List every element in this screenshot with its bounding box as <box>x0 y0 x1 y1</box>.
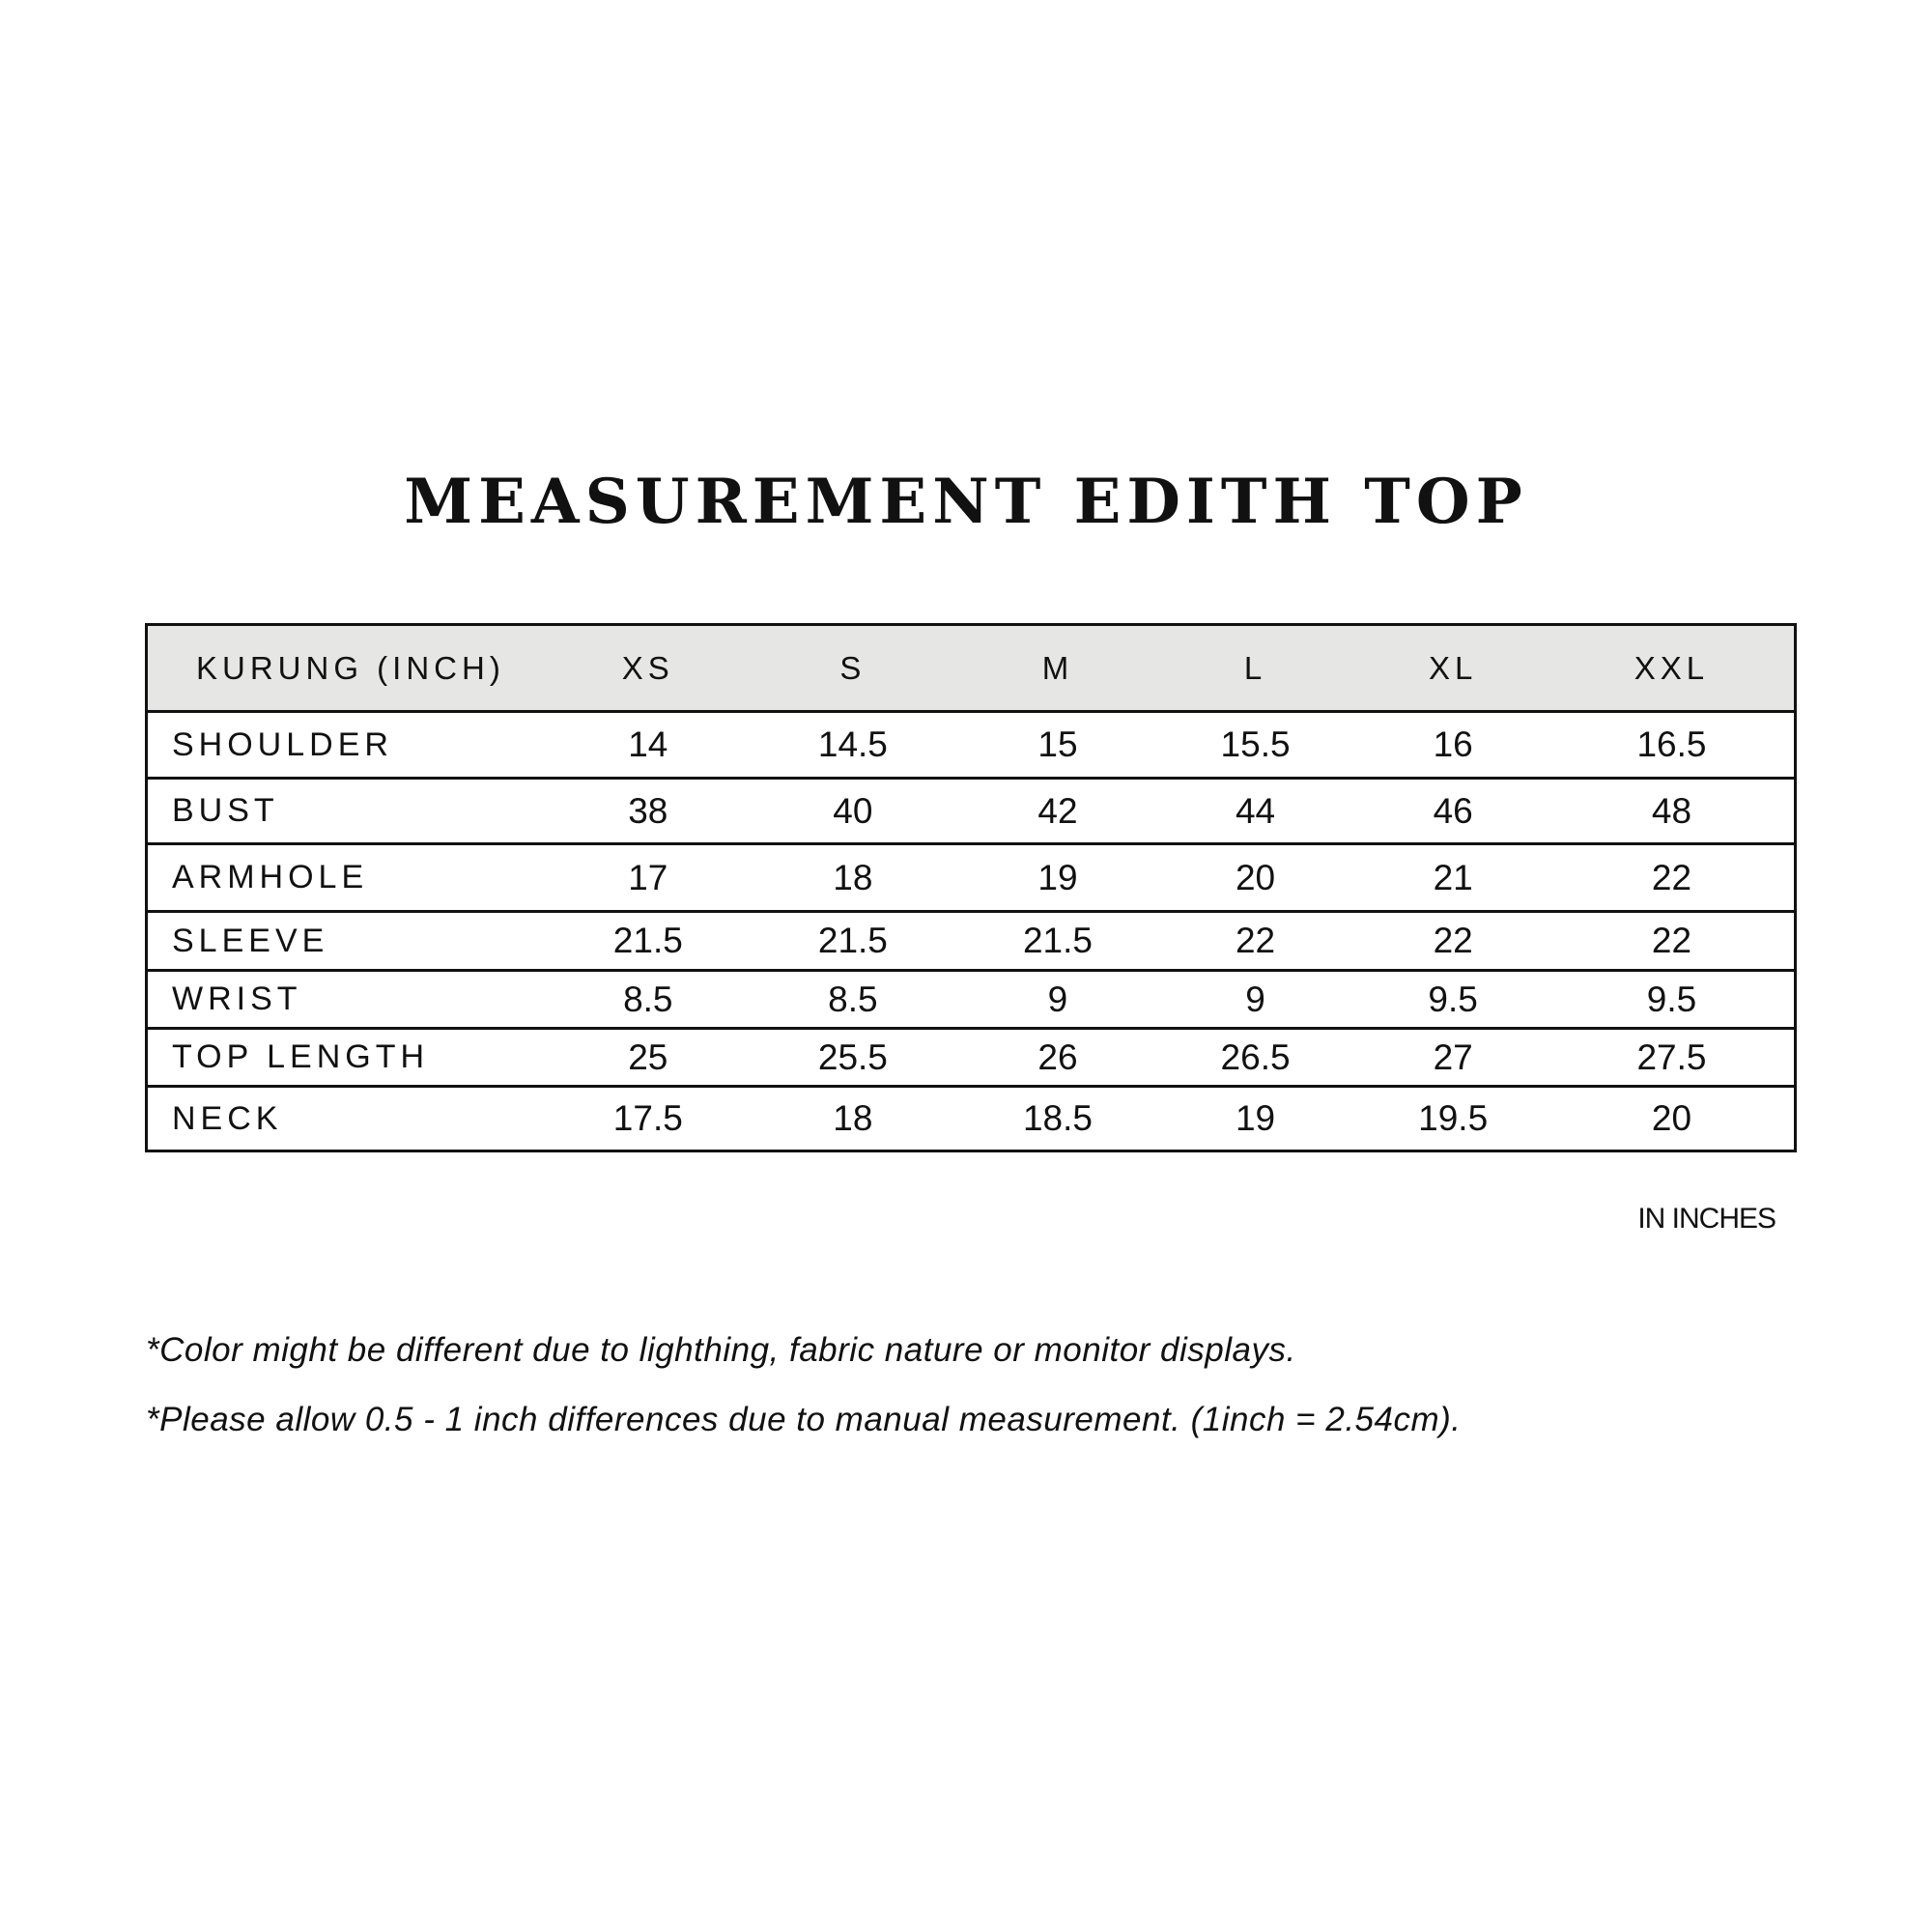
row-label: NECK <box>146 1085 552 1151</box>
measurement-cell: 8.5 <box>744 969 962 1029</box>
measurement-cell: 15 <box>961 710 1154 779</box>
header-label: KURUNG (INCH) <box>146 623 552 712</box>
measurement-cell: 48 <box>1548 777 1796 844</box>
header-size: XXL <box>1548 623 1796 712</box>
table-row: SHOULDER 14 14.5 15 15.5 16 16.5 <box>146 710 1796 779</box>
measurement-cell: 25.5 <box>744 1027 962 1087</box>
measurement-cell: 22 <box>1548 910 1796 971</box>
unit-note: IN INCHES <box>1637 1203 1776 1235</box>
measurement-cell: 40 <box>744 777 962 844</box>
measurement-cell: 22 <box>1153 910 1357 971</box>
header-size: M <box>961 623 1154 712</box>
measurement-cell: 27.5 <box>1548 1027 1796 1087</box>
table-row: SLEEVE 21.5 21.5 21.5 22 22 22 <box>146 910 1796 971</box>
row-label: SHOULDER <box>146 710 552 779</box>
measurement-cell: 16.5 <box>1548 710 1796 779</box>
measurement-cell: 21 <box>1356 842 1549 912</box>
measurement-cell: 25 <box>552 1027 745 1087</box>
measurement-cell: 21.5 <box>552 910 745 971</box>
measurement-cell: 22 <box>1356 910 1549 971</box>
measurement-cell: 21.5 <box>744 910 962 971</box>
measurement-cell: 38 <box>552 777 745 844</box>
measurement-cell: 15.5 <box>1153 710 1357 779</box>
measurement-cell: 18 <box>744 1085 962 1151</box>
measurement-cell: 16 <box>1356 710 1549 779</box>
measurement-cell: 20 <box>1548 1085 1796 1151</box>
row-label: WRIST <box>146 969 552 1029</box>
table-row: TOP LENGTH 25 25.5 26 26.5 27 27.5 <box>146 1027 1796 1087</box>
measurement-cell: 42 <box>961 777 1154 844</box>
row-label: ARMHOLE <box>146 842 552 912</box>
measurement-cell: 44 <box>1153 777 1357 844</box>
measurement-cell: 17 <box>552 842 745 912</box>
header-size: L <box>1153 623 1357 712</box>
measurement-cell: 19 <box>961 842 1154 912</box>
measurement-cell: 22 <box>1548 842 1796 912</box>
measurement-cell: 8.5 <box>552 969 745 1029</box>
table-header-row: KURUNG (INCH) XS S M L XL XXL <box>146 623 1796 712</box>
measurement-cell: 9 <box>1153 969 1357 1029</box>
measurement-cell: 18 <box>744 842 962 912</box>
measurement-cell: 9.5 <box>1548 969 1796 1029</box>
row-label: BUST <box>146 777 552 844</box>
size-chart-table: KURUNG (INCH) XS S M L XL XXL SHOULDER 14 14.5 15… <box>145 623 1797 1152</box>
table-row: ARMHOLE 17 18 19 20 21 22 <box>146 842 1796 912</box>
row-label: TOP LENGTH <box>146 1027 552 1087</box>
table-row: NECK 17.5 18 18.5 19 19.5 20 <box>146 1085 1796 1151</box>
measurement-cell: 21.5 <box>961 910 1154 971</box>
measurement-cell: 17.5 <box>552 1085 745 1151</box>
measurement-cell: 20 <box>1153 842 1357 912</box>
measurement-cell: 26.5 <box>1153 1027 1357 1087</box>
measurement-cell: 19.5 <box>1356 1085 1549 1151</box>
measurement-cell: 14 <box>552 710 745 779</box>
measurement-disclaimer: *Please allow 0.5 - 1 inch differences d… <box>146 1401 1462 1438</box>
header-size: XS <box>552 623 745 712</box>
measurement-cell: 26 <box>961 1027 1154 1087</box>
measurement-cell: 14.5 <box>744 710 962 779</box>
table-row: WRIST 8.5 8.5 9 9 9.5 9.5 <box>146 969 1796 1029</box>
measurement-cell: 18.5 <box>961 1085 1154 1151</box>
table-row: BUST 38 40 42 44 46 48 <box>146 777 1796 844</box>
measurement-cell: 9.5 <box>1356 969 1549 1029</box>
row-label: SLEEVE <box>146 910 552 971</box>
measurement-cell: 46 <box>1356 777 1549 844</box>
header-size: S <box>744 623 962 712</box>
header-size: XL <box>1356 623 1549 712</box>
measurement-cell: 19 <box>1153 1085 1357 1151</box>
color-disclaimer: *Color might be different due to lighthi… <box>146 1331 1296 1369</box>
measurement-cell: 9 <box>961 969 1154 1029</box>
measurement-cell: 27 <box>1356 1027 1549 1087</box>
page-title: MEASUREMENT EDITH TOP <box>404 466 1528 538</box>
